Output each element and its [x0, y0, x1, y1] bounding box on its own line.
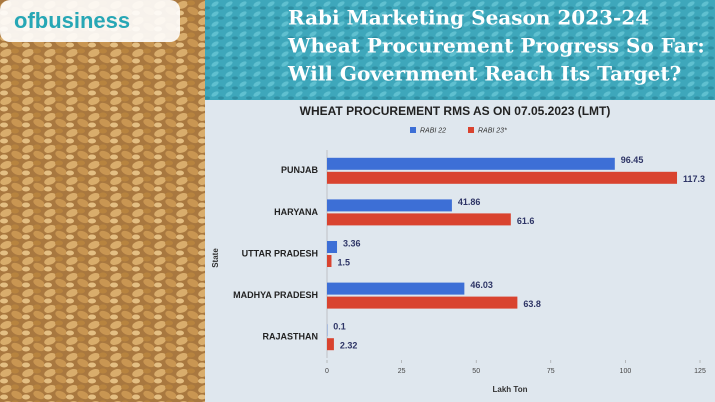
- headline: Will Government Reach Its Target?: [287, 62, 681, 86]
- data-label: 0.1: [333, 322, 346, 332]
- logo-box: [0, 0, 180, 42]
- legend-swatch: [468, 127, 474, 133]
- bar: [327, 296, 518, 309]
- bar: [327, 282, 465, 295]
- logo: ofbusiness: [14, 8, 130, 33]
- bar: [327, 157, 615, 170]
- data-label: 41.86: [458, 197, 481, 207]
- bar: [327, 241, 338, 253]
- chart-panel: [205, 100, 715, 402]
- y-tick-label: RAJASTHAN: [262, 332, 318, 342]
- y-tick-label: HARYANA: [274, 207, 318, 217]
- x-tick-label: 100: [620, 368, 632, 375]
- headline: Rabi Marketing Season 2023-24: [288, 6, 649, 30]
- data-label: 1.5: [337, 257, 350, 267]
- data-label: 117.3: [683, 174, 705, 184]
- x-tick-label: 50: [472, 368, 480, 375]
- bar: [327, 171, 678, 184]
- data-label: 2.32: [340, 341, 358, 351]
- y-tick-label: PUNJAB: [281, 165, 319, 175]
- headline: Wheat Procurement Progress So Far:: [287, 34, 705, 58]
- x-tick-label: 75: [547, 368, 555, 375]
- x-tick-label: 25: [398, 368, 406, 375]
- bar: [327, 255, 332, 267]
- legend-swatch: [410, 127, 416, 133]
- x-tick-label: 125: [694, 368, 706, 375]
- data-label: 63.8: [523, 299, 541, 309]
- y-tick-label: UTTAR PRADESH: [242, 248, 318, 258]
- data-label: 61.6: [517, 216, 535, 226]
- data-label: 46.03: [470, 280, 493, 290]
- y-axis-label: State: [211, 248, 220, 268]
- chart-title: WHEAT PROCUREMENT RMS AS ON 07.05.2023 (…: [300, 104, 611, 118]
- header-band: [205, 0, 715, 100]
- data-label: 96.45: [621, 155, 644, 165]
- bar: [327, 213, 511, 226]
- legend-label: RABI 22: [420, 127, 446, 134]
- bar: [327, 199, 452, 212]
- x-tick-label: 0: [325, 368, 329, 375]
- data-label: 3.36: [343, 238, 361, 248]
- bar: [327, 338, 334, 351]
- y-tick-label: MADHYA PRADESH: [233, 290, 318, 300]
- legend-label: RABI 23*: [478, 127, 507, 134]
- x-axis-label: Lakh Ton: [493, 385, 528, 394]
